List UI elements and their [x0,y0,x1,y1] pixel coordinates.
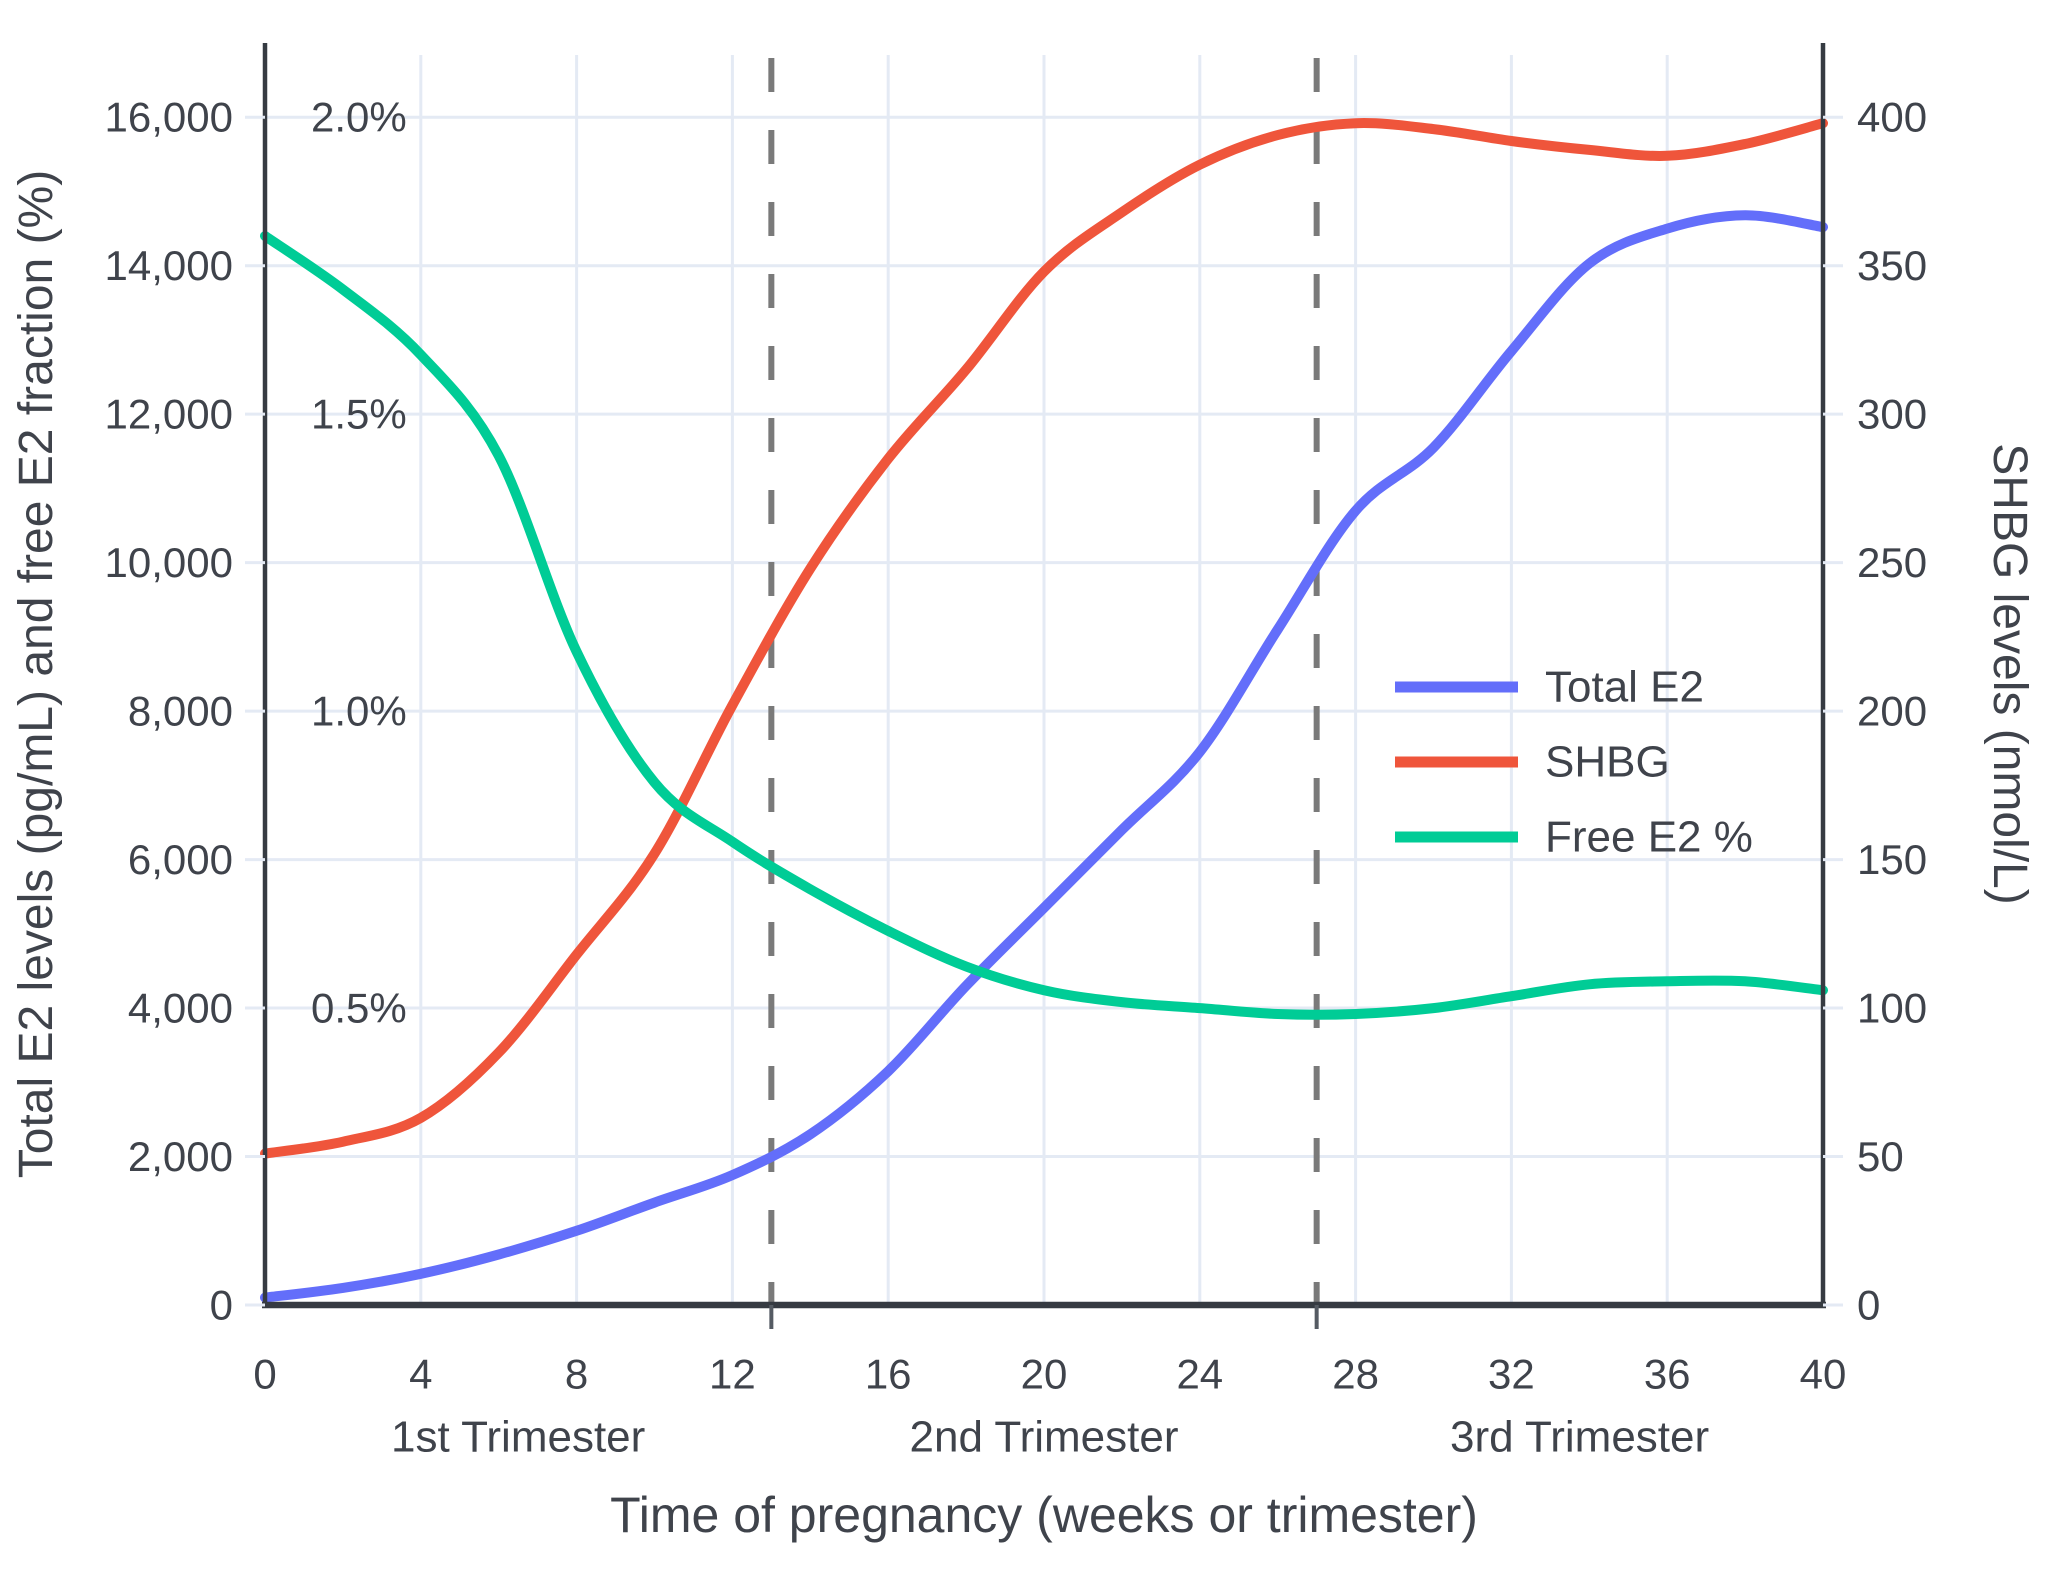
y-tick-label-left: 8,000 [128,688,233,735]
trimester-label-3rd-trimester: 3rd Trimester [1450,1413,1709,1462]
trimester-label-1st-trimester: 1st Trimester [391,1413,645,1462]
y-tick-label-left: 16,000 [105,94,233,141]
y-tick-label-right: 150 [1857,836,1927,883]
legend: Total E2 SHBG Free E2 % [1395,663,1753,862]
y-tick-label-right: 250 [1857,539,1927,586]
x-tick-label: 28 [1332,1351,1379,1398]
y-tick-label-right: 400 [1857,94,1927,141]
series-line-total-e2 [260,210,1828,1303]
free-e2-percent-axis-label: 1.5% [311,391,407,438]
legend-label-total-e2: Total E2 [1545,663,1704,712]
x-tick-label: 0 [253,1351,276,1398]
series-line-shbg [260,118,1828,1159]
x-tick-label: 4 [409,1351,432,1398]
free-e2-percent-axis-label: 0.5% [311,985,407,1032]
y-tick-label-right: 350 [1857,242,1927,289]
trimester-label-2nd-trimester: 2nd Trimester [910,1413,1179,1462]
y-tick-label-right: 300 [1857,391,1927,438]
x-tick-label: 36 [1644,1351,1691,1398]
series-line-free-e2 [260,231,1828,1020]
legend-label-shbg: SHBG [1545,738,1670,787]
x-tick-label: 8 [565,1351,588,1398]
series-layer [260,118,1828,1303]
y-tick-label-left: 0 [210,1282,233,1329]
free-e2-percent-axis-label: 2.0% [311,94,407,141]
y-tick-label-left: 10,000 [105,539,233,586]
y-tick-label-right: 200 [1857,688,1927,735]
x-axis-title: Time of pregnancy (weeks or trimester) [610,1487,1478,1543]
annotations-layer: 0.5% 1.0% 1.5% 2.0% 1st Trimester 2nd Trimest… [311,94,1709,1462]
axes-layer: 0 2,000 4,000 6,000 8,000 10,000 12,000 14,000 1… [105,43,1927,1398]
legend-item-total-e2[interactable]: Total E2 [1395,663,1704,712]
grid-layer [265,55,1823,1305]
y-tick-label-right: 100 [1857,985,1927,1032]
y-tick-label-left: 12,000 [105,391,233,438]
y-tick-label-right: 50 [1857,1133,1904,1180]
trimester-divider-layer [768,58,1320,1303]
x-tick-label: 12 [709,1351,756,1398]
y-tick-label-left: 2,000 [128,1133,233,1180]
x-tick-label: 32 [1488,1351,1535,1398]
legend-item-shbg[interactable]: SHBG [1395,738,1670,787]
legend-item-free-e2[interactable]: Free E2 % [1395,813,1753,862]
free-e2-percent-axis-label: 1.0% [311,688,407,735]
x-tick-label: 40 [1800,1351,1847,1398]
y-tick-label-right: 0 [1857,1282,1880,1329]
legend-label-free-e2: Free E2 % [1545,813,1753,862]
y-axis-title-right: SHBG levels (nmol/L) [1983,443,2036,904]
y-axis-title-left: Total E2 levels (pg/mL) and free E2 frac… [10,170,63,1178]
y-tick-label-left: 14,000 [105,242,233,289]
x-tick-label: 20 [1021,1351,1068,1398]
y-tick-label-left: 6,000 [128,836,233,883]
x-tick-label: 16 [865,1351,912,1398]
x-tick-label: 24 [1176,1351,1223,1398]
y-tick-label-left: 4,000 [128,985,233,1032]
